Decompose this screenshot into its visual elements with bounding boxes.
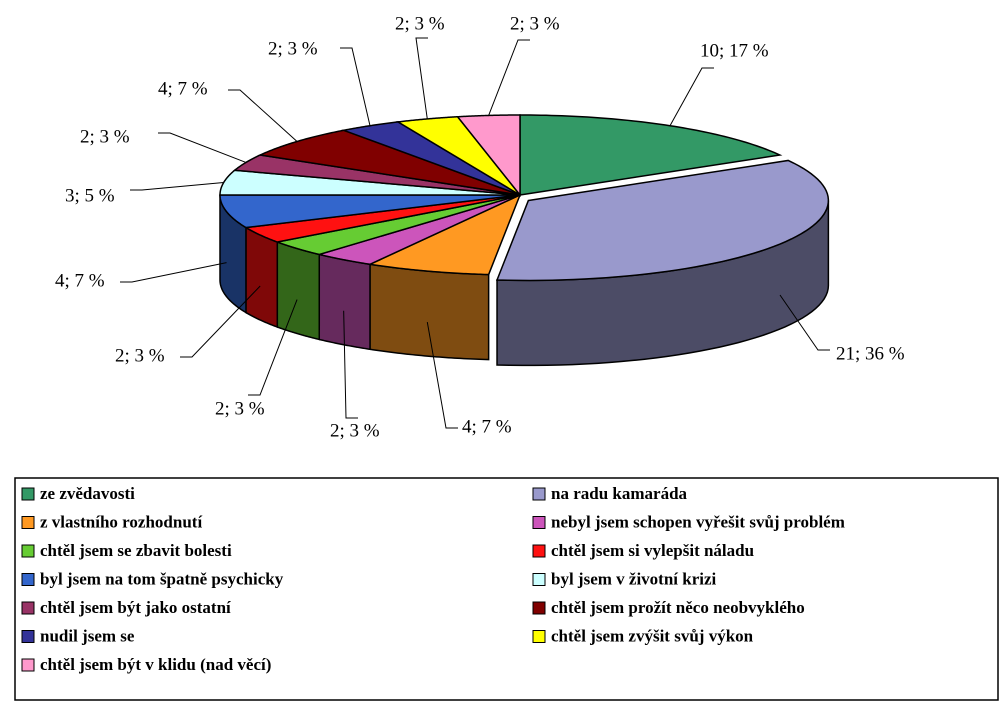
legend-swatch bbox=[532, 516, 546, 529]
legend-label: ze zvědavosti bbox=[40, 484, 135, 503]
leader-line bbox=[158, 132, 247, 163]
legend-label: chtěl jsem být jako ostatní bbox=[40, 598, 231, 617]
leader-line bbox=[340, 47, 371, 126]
slice-side bbox=[245, 226, 279, 329]
slice bbox=[257, 129, 521, 196]
data-label: 2; 3 % bbox=[215, 398, 265, 419]
slice bbox=[340, 121, 521, 196]
slice bbox=[495, 159, 830, 282]
legend-swatch bbox=[532, 601, 546, 615]
legend-swatch bbox=[21, 544, 35, 558]
data-label: 4; 7 % bbox=[55, 270, 105, 291]
leader-line bbox=[120, 262, 227, 283]
data-label: 2; 3 % bbox=[268, 38, 318, 59]
slice bbox=[367, 193, 522, 276]
legend-label: chtěl jsem se zbavit bolesti bbox=[40, 541, 232, 560]
legend-box bbox=[14, 477, 999, 701]
legend-swatch bbox=[532, 630, 546, 643]
legend-label: nebyl jsem schopen vyřešit svůj problém bbox=[551, 512, 845, 531]
slice bbox=[519, 114, 783, 196]
data-label: 2; 3 % bbox=[510, 13, 560, 34]
leader-line bbox=[343, 310, 358, 419]
legend-label: byl jsem na tom špatně psychicky bbox=[40, 569, 284, 588]
legend-label: nudil jsem se bbox=[40, 626, 135, 645]
slice bbox=[274, 194, 521, 256]
legend-swatch bbox=[21, 630, 35, 643]
legend-label: chtěl jsem si vylepšit náladu bbox=[551, 541, 754, 560]
slice bbox=[219, 194, 521, 229]
data-label: 10; 17 % bbox=[700, 40, 769, 61]
leader-line bbox=[488, 39, 530, 116]
data-label: 3; 5 % bbox=[65, 185, 115, 206]
leader-line bbox=[130, 181, 224, 191]
legend-label: chtěl jsem zvýšit svůj výkon bbox=[551, 626, 754, 645]
leader-line bbox=[228, 89, 298, 142]
legend-label: chtěl jsem prožít něco neobvyklého bbox=[551, 598, 805, 617]
legend-swatch bbox=[21, 601, 35, 615]
leader-line bbox=[248, 299, 298, 396]
slice-side bbox=[369, 263, 490, 361]
legend-label: na radu kamaráda bbox=[551, 484, 688, 503]
data-label: 21; 36 % bbox=[836, 343, 905, 364]
legend-label: byl jsem v životní krizi bbox=[551, 569, 717, 588]
data-label: 2; 3 % bbox=[80, 126, 130, 147]
legend-swatch bbox=[532, 573, 546, 586]
data-label: 4; 7 % bbox=[462, 416, 512, 437]
leader-line bbox=[669, 67, 714, 126]
slice-side bbox=[276, 240, 321, 341]
legend-swatch bbox=[532, 487, 546, 501]
leader-line bbox=[180, 285, 261, 358]
legend-swatch bbox=[21, 487, 35, 501]
data-label: 2; 3 % bbox=[115, 345, 165, 366]
leader-line bbox=[779, 294, 830, 351]
slice bbox=[316, 194, 521, 266]
legend-swatch bbox=[21, 658, 35, 672]
data-label: 2; 3 % bbox=[330, 420, 380, 441]
leader-line bbox=[415, 37, 428, 119]
legend-swatch bbox=[21, 573, 35, 586]
leader-line bbox=[426, 321, 458, 429]
legend-label: z vlastního rozhodnutí bbox=[40, 512, 202, 531]
data-label: 2; 3 % bbox=[395, 13, 445, 34]
legend-swatch bbox=[532, 544, 546, 558]
legend-swatch bbox=[21, 516, 35, 529]
data-label: 4; 7 % bbox=[158, 78, 208, 99]
legend-label: chtěl jsem být v klidu (nad věcí) bbox=[40, 655, 271, 674]
slice bbox=[243, 194, 521, 243]
